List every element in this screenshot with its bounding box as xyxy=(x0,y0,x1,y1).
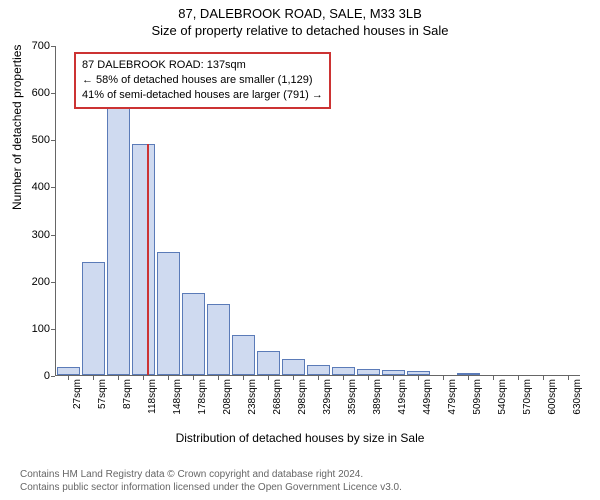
x-tick-label: 238sqm xyxy=(247,379,258,415)
x-tick-label: 359sqm xyxy=(347,379,358,415)
x-tick-label: 148sqm xyxy=(172,379,183,415)
x-tick-label: 57sqm xyxy=(97,379,108,409)
x-tick-label: 600sqm xyxy=(547,379,558,415)
footer-attribution: Contains HM Land Registry data © Crown c… xyxy=(20,468,402,494)
histogram-bar xyxy=(382,370,406,375)
y-tick-label: 400 xyxy=(32,181,50,193)
footer-line-1: Contains HM Land Registry data © Crown c… xyxy=(20,468,402,481)
y-tick-label: 700 xyxy=(32,40,50,52)
histogram-bar xyxy=(357,369,381,375)
y-tick-label: 0 xyxy=(44,370,50,382)
histogram-bar xyxy=(132,144,156,375)
x-tick-label: 449sqm xyxy=(422,379,433,415)
footer-line-2: Contains public sector information licen… xyxy=(20,481,402,494)
x-tick-label: 570sqm xyxy=(522,379,533,415)
x-tick-label: 540sqm xyxy=(497,379,508,415)
info-box-line: 41% of semi-detached houses are larger (… xyxy=(82,88,323,103)
histogram-bar xyxy=(82,262,106,375)
info-box-line: 87 DALEBROOK ROAD: 137sqm xyxy=(82,58,323,73)
x-tick-label: 208sqm xyxy=(222,379,233,415)
x-tick-label: 178sqm xyxy=(197,379,208,415)
histogram-bar xyxy=(182,293,206,376)
histogram-bar xyxy=(107,102,131,375)
y-tick-label: 500 xyxy=(32,134,50,146)
y-tick-label: 600 xyxy=(32,87,50,99)
x-tick-label: 118sqm xyxy=(147,379,158,414)
y-tick-label: 100 xyxy=(32,323,50,335)
y-tick-label: 200 xyxy=(32,276,50,288)
histogram-bar xyxy=(307,365,331,375)
x-tick-label: 268sqm xyxy=(272,379,283,415)
x-axis-label: Distribution of detached houses by size … xyxy=(0,431,600,445)
histogram-bar xyxy=(282,359,306,376)
page-title: 87, DALEBROOK ROAD, SALE, M33 3LB xyxy=(0,0,600,21)
y-axis-label: Number of detached properties xyxy=(10,45,24,210)
histogram-bar xyxy=(332,367,356,375)
x-tick-label: 87sqm xyxy=(122,379,133,409)
x-tick-label: 479sqm xyxy=(447,379,458,415)
histogram-plot: 87 DALEBROOK ROAD: 137sqm← 58% of detach… xyxy=(55,46,580,376)
histogram-bar xyxy=(457,373,481,375)
chart-area: 87 DALEBROOK ROAD: 137sqm← 58% of detach… xyxy=(55,46,580,411)
x-tick-label: 298sqm xyxy=(297,379,308,415)
histogram-bar xyxy=(407,371,431,375)
histogram-bar xyxy=(257,351,281,375)
histogram-bar xyxy=(57,367,81,375)
histogram-bar xyxy=(232,335,256,375)
info-box-line: ← 58% of detached houses are smaller (1,… xyxy=(82,73,323,88)
x-tick-label: 509sqm xyxy=(472,379,483,415)
x-tick-label: 630sqm xyxy=(572,379,583,415)
x-tick-label: 419sqm xyxy=(397,379,408,415)
property-info-box: 87 DALEBROOK ROAD: 137sqm← 58% of detach… xyxy=(74,52,331,109)
x-tick-label: 389sqm xyxy=(372,379,383,415)
page-subtitle: Size of property relative to detached ho… xyxy=(0,21,600,38)
x-tick-label: 27sqm xyxy=(72,379,83,409)
property-marker-line xyxy=(147,144,149,375)
histogram-bar xyxy=(207,304,231,375)
histogram-bar xyxy=(157,252,181,375)
x-tick-label: 329sqm xyxy=(322,379,333,415)
y-tick-label: 300 xyxy=(32,229,50,241)
